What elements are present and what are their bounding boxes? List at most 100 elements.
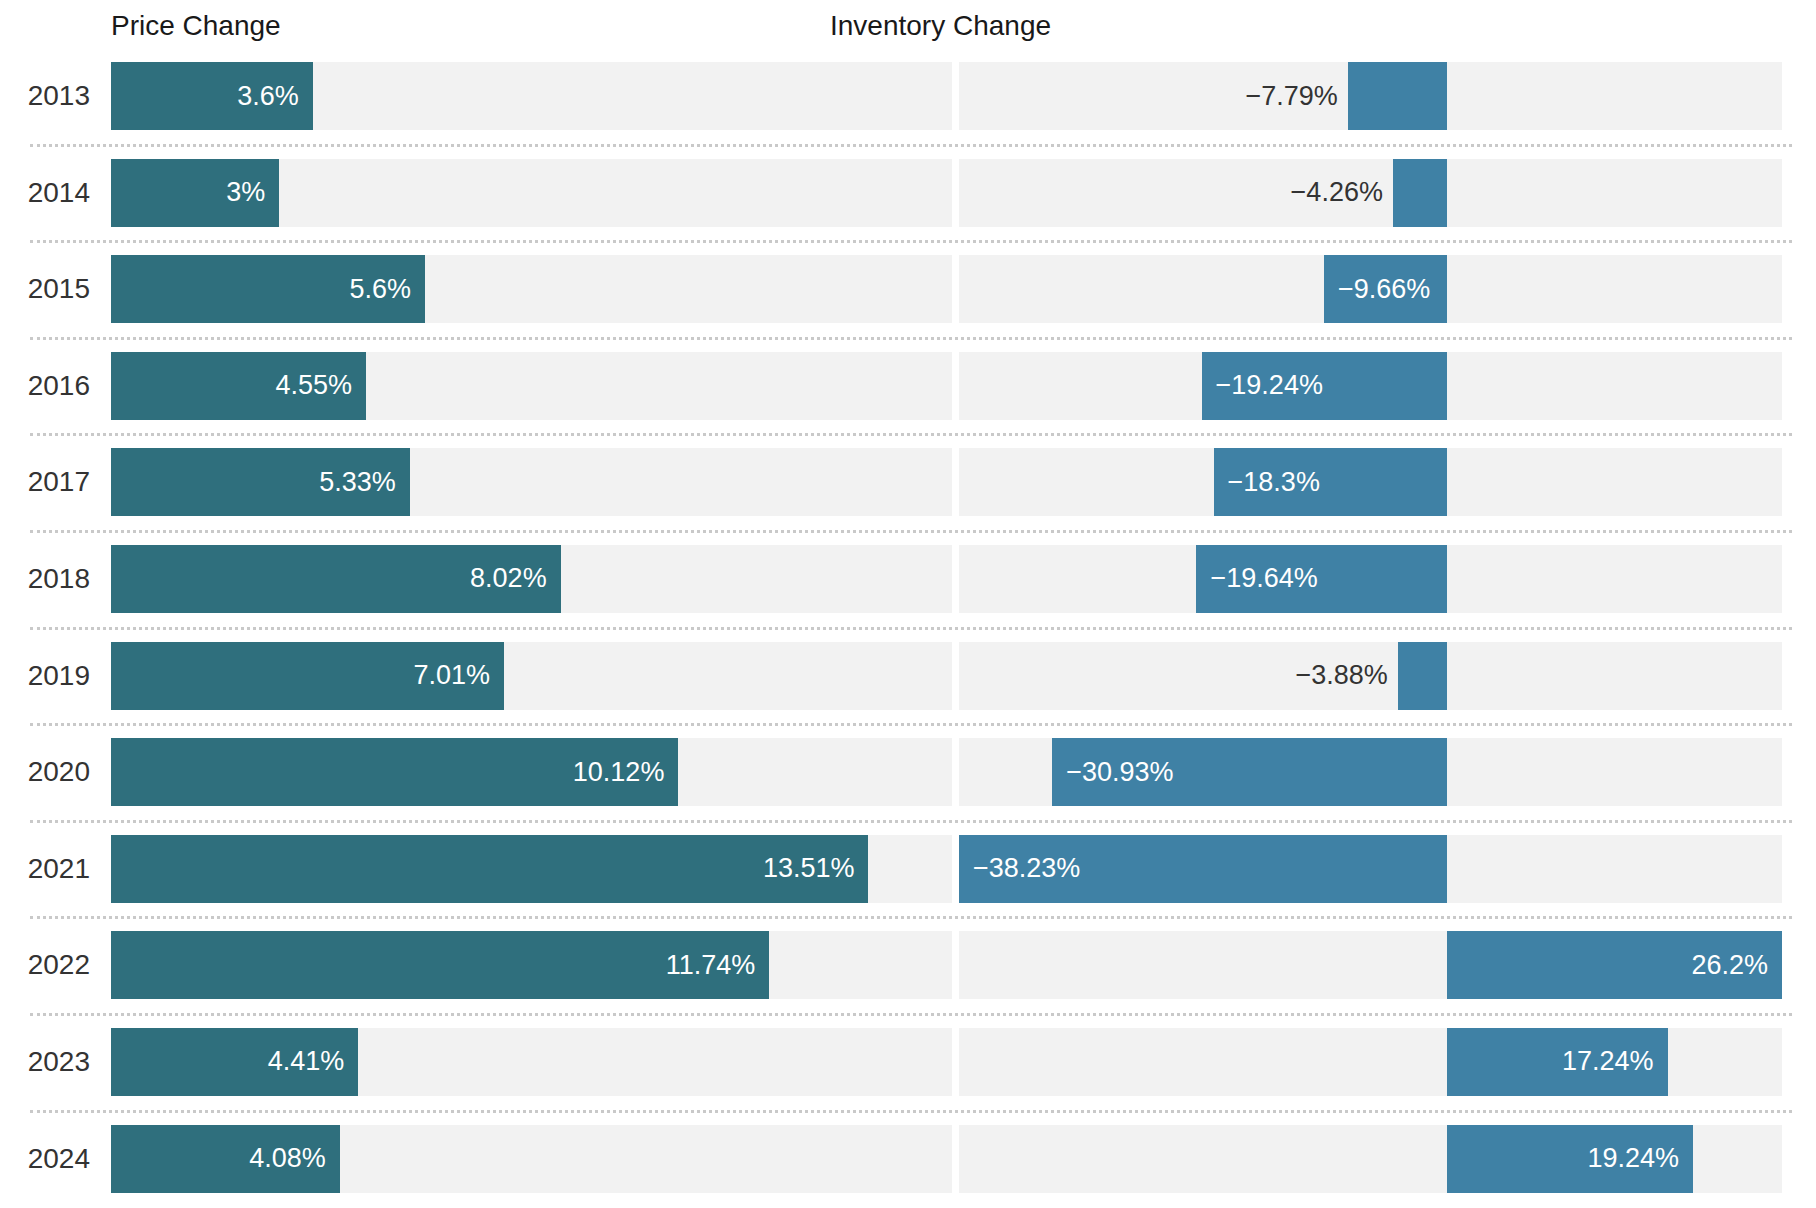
inventory-value-label-outside: −3.88% [1295,642,1387,710]
price-track: 3% [111,159,952,227]
chart-body: 2013 3.6% −7.79% 2014 3% −4.26% 2015 [0,48,1816,1207]
year-label: 2018 [0,545,90,613]
inventory-track: −19.24% [959,352,1782,420]
inventory-value-label-inside: −38.23% [959,835,1447,903]
price-value-label: 3% [111,159,279,227]
price-value-label: 4.55% [111,352,366,420]
inventory-value-label-inside: −9.66% [1324,255,1447,323]
price-change-header: Price Change [111,10,281,42]
chart-row: 2016 4.55% −19.24% [0,338,1816,435]
inventory-value-label-inside: 19.24% [1447,1125,1693,1193]
year-label: 2021 [0,835,90,903]
price-bar: 11.74% [111,931,769,999]
price-value-label: 5.33% [111,448,410,516]
year-label: 2024 [0,1125,90,1193]
inventory-bar: 19.24% [1447,1125,1693,1193]
inventory-bar: −19.64% [1196,545,1447,613]
inventory-value-label-inside: 17.24% [1447,1028,1667,1096]
inventory-track: −38.23% [959,835,1782,903]
inventory-bar: 26.2% [1447,931,1782,999]
price-bar: 5.6% [111,255,425,323]
price-track: 4.08% [111,1125,952,1193]
inventory-bar: −18.3% [1214,448,1448,516]
year-label: 2022 [0,931,90,999]
price-track: 11.74% [111,931,952,999]
inventory-bar [1348,62,1448,130]
inventory-bar [1393,159,1447,227]
price-bar: 10.12% [111,738,678,806]
price-track: 8.02% [111,545,952,613]
column-headers: Price Change Inventory Change [0,0,1816,48]
price-value-label: 8.02% [111,545,561,613]
inventory-change-header: Inventory Change [830,10,1051,42]
year-label: 2023 [0,1028,90,1096]
price-bar: 3% [111,159,279,227]
inventory-track: 26.2% [959,931,1782,999]
inventory-value-label-inside: −30.93% [1052,738,1447,806]
chart-row: 2013 3.6% −7.79% [0,48,1816,145]
price-bar: 3.6% [111,62,313,130]
inventory-bar: −30.93% [1052,738,1447,806]
price-value-label: 13.51% [111,835,868,903]
year-label: 2020 [0,738,90,806]
inventory-bar: 17.24% [1447,1028,1667,1096]
price-track: 5.6% [111,255,952,323]
chart-row: 2014 3% −4.26% [0,145,1816,242]
price-bar: 8.02% [111,545,561,613]
inventory-track: −3.88% [959,642,1782,710]
inventory-track: −9.66% [959,255,1782,323]
price-value-label: 7.01% [111,642,504,710]
inventory-track: 17.24% [959,1028,1782,1096]
price-bar: 7.01% [111,642,504,710]
price-value-label: 10.12% [111,738,678,806]
year-label: 2014 [0,159,90,227]
inventory-track: −30.93% [959,738,1782,806]
chart-row: 2018 8.02% −19.64% [0,531,1816,628]
inventory-value-label-inside: −18.3% [1214,448,1448,516]
year-label: 2019 [0,642,90,710]
inventory-value-label-outside: −4.26% [1291,159,1383,227]
inventory-bar: −19.24% [1202,352,1448,420]
inventory-bar: −9.66% [1324,255,1447,323]
inventory-bar [1398,642,1448,710]
price-track: 7.01% [111,642,952,710]
price-track: 3.6% [111,62,952,130]
price-track: 4.55% [111,352,952,420]
chart-row: 2019 7.01% −3.88% [0,628,1816,725]
price-track: 4.41% [111,1028,952,1096]
year-label: 2017 [0,448,90,516]
price-bar: 5.33% [111,448,410,516]
inventory-track: −19.64% [959,545,1782,613]
chart-row: 2021 13.51% −38.23% [0,821,1816,918]
chart-row: 2017 5.33% −18.3% [0,434,1816,531]
inventory-value-label-outside: −7.79% [1246,62,1338,130]
inventory-value-label-inside: −19.24% [1202,352,1448,420]
price-bar: 13.51% [111,835,868,903]
price-bar: 4.55% [111,352,366,420]
year-label: 2013 [0,62,90,130]
chart-row: 2024 4.08% 19.24% [0,1111,1816,1208]
chart-row: 2023 4.41% 17.24% [0,1014,1816,1111]
chart-row: 2015 5.6% −9.66% [0,241,1816,338]
price-bar: 4.41% [111,1028,358,1096]
inventory-value-label-inside: −19.64% [1196,545,1447,613]
inventory-bar: −38.23% [959,835,1447,903]
price-track: 13.51% [111,835,952,903]
inventory-track: −18.3% [959,448,1782,516]
price-value-label: 3.6% [111,62,313,130]
price-value-label: 11.74% [111,931,769,999]
year-label: 2016 [0,352,90,420]
inventory-value-label-inside: 26.2% [1447,931,1782,999]
inventory-track: 19.24% [959,1125,1782,1193]
price-track: 5.33% [111,448,952,516]
year-label: 2015 [0,255,90,323]
chart-row: 2020 10.12% −30.93% [0,724,1816,821]
inventory-track: −4.26% [959,159,1782,227]
price-value-label: 4.08% [111,1125,340,1193]
price-bar: 4.08% [111,1125,340,1193]
price-track: 10.12% [111,738,952,806]
inventory-track: −7.79% [959,62,1782,130]
chart-row: 2022 11.74% 26.2% [0,917,1816,1014]
price-value-label: 4.41% [111,1028,358,1096]
price-value-label: 5.6% [111,255,425,323]
